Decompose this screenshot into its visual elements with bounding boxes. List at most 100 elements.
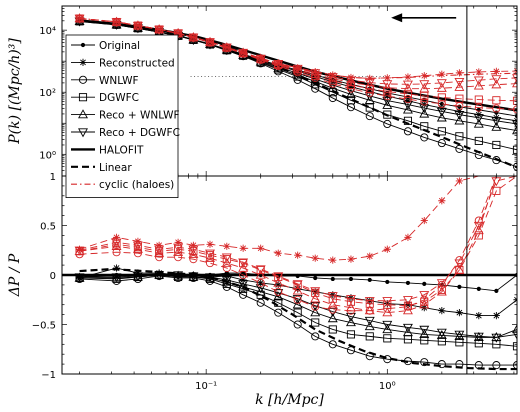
top-red-triangle-down-point bbox=[454, 77, 465, 87]
bottom-red-square-point bbox=[403, 301, 412, 310]
top-red-triangle-up-point bbox=[473, 80, 484, 90]
bottom-red-triangle-down-point bbox=[255, 265, 266, 275]
xtick-label: 10⁰ bbox=[379, 381, 396, 392]
bottom-red-circle-point bbox=[205, 259, 215, 268]
bottom-reconstructed-point bbox=[274, 281, 282, 289]
top-red-circle-point bbox=[492, 104, 501, 113]
bottom-original-point bbox=[330, 276, 335, 282]
bottom-reco-wnlwf-point bbox=[364, 321, 375, 331]
bottom-reco-dgwfc-point bbox=[132, 272, 143, 282]
bottom-red-triangle-up-point bbox=[364, 305, 375, 315]
bottom-red-triangle-up-point bbox=[273, 277, 284, 287]
top-wnlwf-point bbox=[365, 112, 374, 121]
bottom-red-square-point bbox=[365, 299, 374, 308]
top-reco-wnlwf-point bbox=[436, 112, 447, 122]
top-reco-wnlwf-point bbox=[491, 121, 502, 131]
top-reco-dgwfc-point bbox=[402, 100, 413, 110]
legend-marker bbox=[78, 75, 88, 84]
legend-label: Original bbox=[99, 40, 140, 52]
top-red-star-point bbox=[294, 64, 302, 72]
bottom-reco-dgwfc-point bbox=[419, 325, 430, 335]
bottom-red-triangle-up-point bbox=[188, 248, 199, 258]
top-dgwfc-point bbox=[474, 136, 483, 145]
bottom-reco-wnlwf-point bbox=[238, 281, 249, 291]
top-red-square-point bbox=[403, 89, 412, 99]
top-red-triangle-up-point bbox=[419, 83, 430, 93]
bottom-red-triangle-up-point bbox=[221, 257, 232, 267]
bottom-red-circle-point bbox=[256, 278, 265, 287]
top-red-triangle-down-point bbox=[402, 80, 413, 90]
bottom-wnlwf-point bbox=[420, 358, 429, 367]
bottom-plot-area bbox=[62, 176, 517, 371]
bottom-red-triangle-up-point bbox=[292, 285, 303, 295]
top-red-triangle-down-point bbox=[491, 75, 502, 85]
bottom-reco-wnlwf-point bbox=[255, 286, 266, 296]
bottom-wnlwf-point bbox=[512, 361, 517, 370]
top-red-star-point bbox=[492, 67, 500, 75]
bottom-red-triangle-down-point bbox=[205, 249, 215, 259]
bottom-red-star-point bbox=[112, 233, 121, 241]
bottom-red-triangle-down-point bbox=[364, 297, 375, 307]
bottom-red-star-point bbox=[420, 216, 428, 225]
top-red-triangle-down-point bbox=[111, 18, 122, 28]
bottom-red-square-point bbox=[420, 297, 429, 306]
bottom-reco-dgwfc-point bbox=[238, 280, 249, 290]
bottom-wnlwf-point bbox=[293, 320, 302, 329]
top-wnlwf-point bbox=[512, 162, 517, 171]
bottom-original-point bbox=[476, 286, 481, 291]
legend-label: HALOFIT bbox=[99, 144, 144, 156]
legend-item-linear: Linear bbox=[71, 162, 132, 174]
bottom-reco-dgwfc-point bbox=[512, 330, 517, 340]
bottom-red-star-point bbox=[174, 238, 182, 246]
bottom-reco-dgwfc-point bbox=[364, 316, 375, 326]
top-red-circle-point bbox=[383, 92, 392, 101]
bottom-reconstructed-point bbox=[112, 264, 121, 272]
bottom-red-star-point bbox=[223, 242, 231, 250]
bottom-original-point bbox=[457, 284, 462, 289]
top-red-triangle-down-point bbox=[364, 78, 375, 88]
legend-marker bbox=[79, 58, 87, 66]
bottom-original-point bbox=[367, 277, 372, 283]
bottom-red-triangle-down-point bbox=[273, 272, 284, 282]
top-red-circle-line bbox=[79, 18, 517, 110]
bottom-ytick-label: 1 bbox=[50, 172, 56, 183]
bottom-red-square-point bbox=[205, 251, 215, 260]
bottom-reco-wnlwf-point bbox=[310, 307, 321, 317]
top-red-triangle-up-point bbox=[364, 80, 375, 90]
bottom-reco-dgwfc-point bbox=[345, 312, 356, 322]
bottom-red-circle-point bbox=[222, 264, 231, 273]
bottom-red-triangle-up-point bbox=[255, 269, 266, 279]
top-ytick-label: 10⁴ bbox=[39, 26, 56, 37]
legend-label: cyclic (haloes) bbox=[99, 179, 174, 191]
top-ytick-label: 10⁰ bbox=[39, 150, 56, 161]
bottom-reconstructed-point bbox=[311, 288, 319, 296]
bottom-ytick-label: −0.5 bbox=[32, 321, 56, 332]
top-red-triangle-down-point bbox=[419, 80, 430, 90]
legend-item-dgwfc: DGWFC bbox=[71, 92, 139, 104]
bottom-wnlwf-point bbox=[239, 290, 248, 299]
top-red-triangle-down-line bbox=[79, 17, 517, 85]
top-reco-dgwfc-point bbox=[436, 107, 447, 117]
top-red-circle-point bbox=[437, 99, 446, 108]
bottom-red-square-point bbox=[474, 231, 483, 240]
top-reco-dgwfc-point bbox=[382, 96, 393, 106]
top-red-square-point bbox=[455, 94, 464, 103]
top-red-star-point bbox=[366, 74, 374, 82]
legend-item-wnlwf: WNLWF bbox=[71, 75, 139, 87]
top-red-triangle-down-point bbox=[512, 74, 517, 84]
legend-item-original: Original bbox=[71, 40, 140, 52]
bottom-red-star-point bbox=[189, 241, 197, 249]
bottom-red-star-point bbox=[455, 177, 463, 185]
top-red-star-point bbox=[311, 68, 319, 76]
legend-label: Reco + DGWFC bbox=[99, 127, 180, 139]
bottom-red-circle-point bbox=[474, 216, 483, 225]
arrow-head-icon bbox=[391, 13, 403, 23]
top-red-star-point bbox=[455, 69, 463, 77]
top-red-triangle-down-point bbox=[345, 76, 356, 86]
top-red-star-point bbox=[475, 68, 483, 76]
top-red-star-point bbox=[404, 73, 412, 81]
top-red-triangle-down-point bbox=[436, 79, 447, 89]
bottom-red-triangle-down-point bbox=[473, 221, 484, 231]
bottom-reco-dgwfc-point bbox=[382, 320, 393, 330]
bottom-red-triangle-up-point bbox=[111, 240, 122, 250]
